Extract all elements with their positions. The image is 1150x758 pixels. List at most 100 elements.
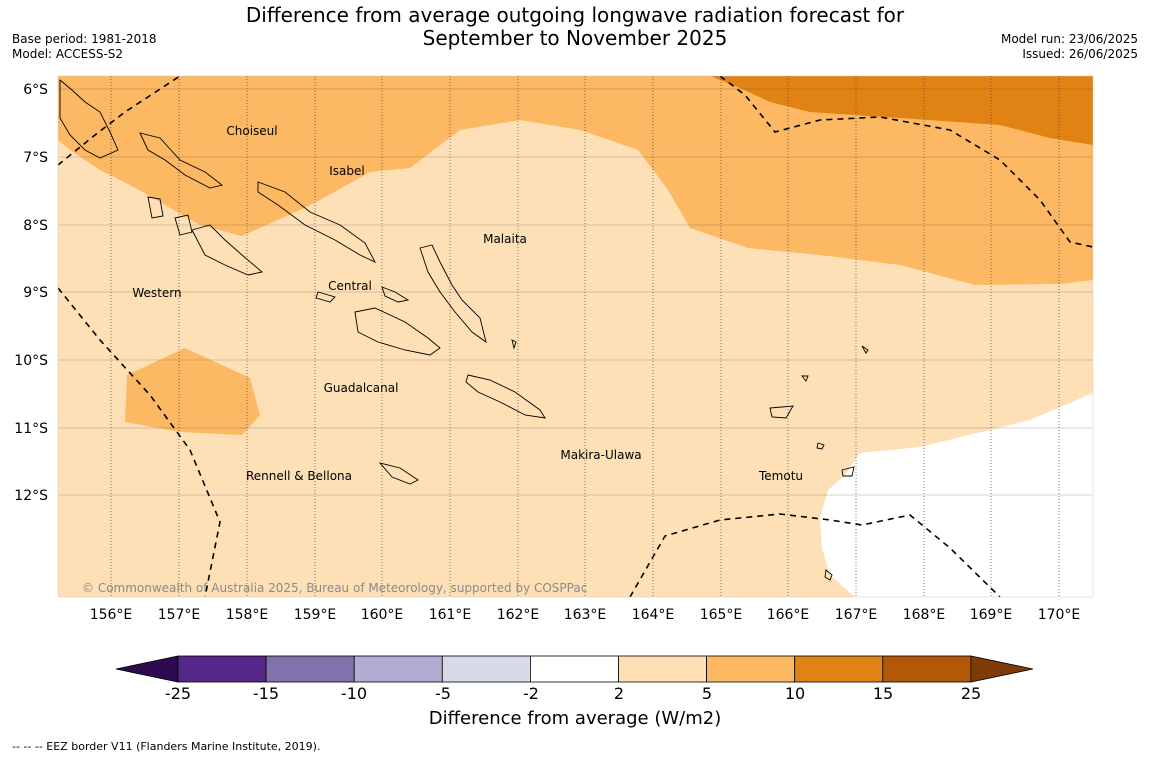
lon-tick: 157°E: [158, 607, 201, 623]
colorbar-tick: -10: [341, 684, 367, 703]
latitude-tick-labels: 6°S 7°S 8°S 9°S 10°S 11°S 12°S: [14, 82, 48, 504]
label-rennell-bellona: Rennell & Bellona: [246, 469, 352, 483]
colorbar-extension-high: [970, 655, 1033, 683]
map-panel: [58, 76, 1093, 597]
eez-border-north-west: [58, 76, 181, 166]
colorbar-tick-labels: -25 -15 -10 -5 -2 2 5 10 15 25: [165, 684, 981, 703]
ulawa-island: [511, 339, 517, 350]
eez-border-south-east: [629, 513, 1001, 597]
russell-island: [315, 291, 336, 303]
santa-cruz-island: [769, 405, 794, 419]
duff-islands: [801, 375, 809, 382]
eez-legend-note: -- -- -- EEZ border V11 (Flanders Marine…: [12, 740, 321, 753]
label-guadalcanal: Guadalcanal: [324, 381, 399, 395]
colorbar-swatch: [530, 655, 619, 683]
lon-tick: 169°E: [970, 607, 1013, 623]
lat-tick: 8°S: [23, 218, 48, 234]
colorbar-tick: -5: [435, 684, 451, 703]
lon-tick: 160°E: [361, 607, 404, 623]
title-line-2: September to November 2025: [422, 26, 728, 50]
lat-tick: 6°S: [23, 82, 48, 98]
lon-tick: 165°E: [700, 607, 743, 623]
colorbar-swatch: [177, 655, 267, 683]
lat-tick: 10°S: [14, 353, 48, 369]
base-period-info: Base period: 1981-2018 Model: ACCESS-S2: [12, 32, 157, 62]
isabel-island: [257, 181, 377, 263]
colorbar-extension-low: [115, 655, 179, 683]
reef-island: [861, 345, 869, 354]
issued-text: Issued: 26/06/2025: [1022, 47, 1138, 61]
colorbar-tick: 25: [961, 684, 981, 703]
model-run-text: Model run: 23/06/2025: [1000, 32, 1138, 46]
lon-tick: 164°E: [632, 607, 675, 623]
colorbar-swatch: [882, 655, 972, 683]
label-isabel: Isabel: [329, 164, 364, 178]
latitude-gridlines: [58, 88, 1093, 496]
base-period-text: Base period: 1981-2018: [12, 32, 157, 46]
rennell-island: [378, 462, 419, 485]
malaita-island: [419, 244, 487, 344]
lon-tick: 167°E: [835, 607, 878, 623]
label-temotu: Temotu: [758, 469, 803, 483]
lat-tick: 7°S: [23, 150, 48, 166]
anuta-island: [824, 569, 833, 581]
lon-tick: 168°E: [903, 607, 946, 623]
colorbar-tick: -2: [523, 684, 539, 703]
lon-tick: 162°E: [497, 607, 540, 623]
colorbar-swatch: [706, 655, 796, 683]
guadalcanal-island: [354, 307, 441, 356]
eez-border-north-east: [719, 76, 1093, 248]
lon-tick: 170°E: [1038, 607, 1081, 623]
colorbar-swatch: [441, 655, 531, 683]
model-run-info: Model run: 23/06/2025 Issued: 26/06/2025: [1001, 32, 1138, 62]
lat-tick: 11°S: [14, 421, 48, 437]
label-central: Central: [328, 279, 372, 293]
title-line-1: Difference from average outgoing longwav…: [245, 3, 905, 27]
makira-island: [465, 374, 546, 419]
label-western: Western: [132, 286, 181, 300]
label-makira-ulawa: Makira-Ulawa: [560, 448, 641, 462]
colorbar-swatch: [265, 655, 355, 683]
anomaly-10-to-15-area: [710, 76, 1093, 145]
eez-border-south-west: [58, 287, 221, 597]
lat-tick: 9°S: [23, 285, 48, 301]
colorbar-tick: 2: [614, 684, 624, 703]
longitude-tick-labels: 156°E 157°E 158°E 159°E 160°E 161°E 162°…: [90, 607, 1081, 623]
colorbar-tick: -15: [253, 684, 279, 703]
florida-island: [381, 286, 410, 303]
label-choiseul: Choiseul: [226, 124, 277, 138]
vanikoro-island: [841, 466, 855, 477]
lon-tick: 156°E: [90, 607, 133, 623]
ranongga-island: [147, 196, 164, 219]
colorbar-tick: 10: [785, 684, 805, 703]
colorbar-tick: 5: [702, 684, 712, 703]
colorbar: [115, 655, 1033, 683]
lon-tick: 163°E: [564, 607, 607, 623]
vella-lavella-island: [174, 214, 193, 236]
colorbar-title: Difference from average (W/m2): [428, 708, 722, 729]
label-malaita: Malaita: [483, 232, 527, 246]
new-georgia-island: [191, 224, 263, 276]
map-title: Difference from average outgoing longwav…: [0, 4, 1150, 50]
lon-tick: 158°E: [226, 607, 269, 623]
lon-tick: 166°E: [767, 607, 810, 623]
anomaly-5-to-10-patch: [125, 348, 260, 435]
colorbar-tick: 15: [873, 684, 893, 703]
colorbar-tick: -25: [165, 684, 191, 703]
colorbar-swatch: [618, 655, 707, 683]
map-frame: [57, 75, 1094, 598]
colorbar-swatch: [353, 655, 443, 683]
bougainville-island: [59, 79, 119, 159]
utupua-island: [816, 442, 825, 450]
choiseul-island: [139, 132, 224, 189]
lon-tick: 159°E: [294, 607, 337, 623]
lon-tick: 161°E: [429, 607, 472, 623]
copyright-notice: © Commonwealth of Australia 2025, Bureau…: [82, 581, 587, 595]
anomaly-5-to-10-area: [58, 76, 1093, 285]
lat-tick: 12°S: [14, 488, 48, 504]
eez-borders: [58, 76, 1093, 597]
colorbar-swatch: [794, 655, 884, 683]
island-coastlines: [59, 79, 869, 581]
model-text: Model: ACCESS-S2: [12, 47, 124, 61]
